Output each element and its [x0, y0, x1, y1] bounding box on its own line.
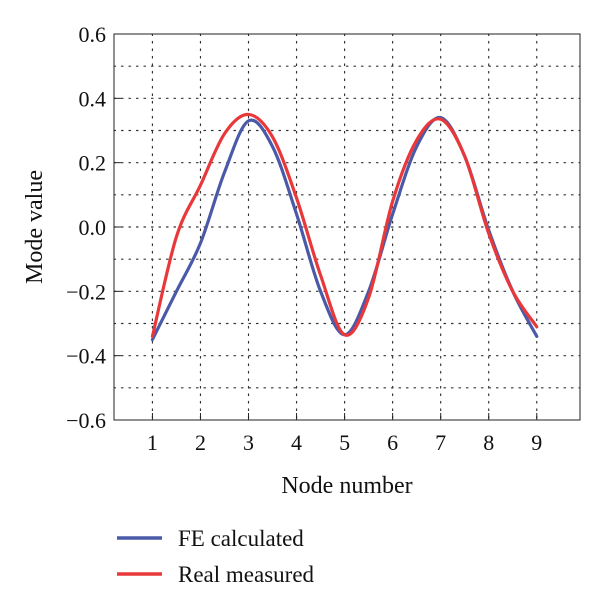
- y-tick-label: −0.6: [66, 408, 106, 433]
- y-tick-label: 0.6: [79, 22, 107, 47]
- x-tick-label: 8: [483, 430, 494, 455]
- legend-label-fe-calculated: FE calculated: [178, 526, 304, 551]
- x-tick-label: 9: [531, 430, 542, 455]
- tick-labels: 1 2 3 4 5 6 7 8 9 −0.6 −0.4 −0.2 0.0 0.2 0.4 0.6: [66, 22, 542, 455]
- x-tick-label: 5: [339, 430, 350, 455]
- series-line-real-measured: [150, 112, 539, 338]
- grid-lines: [113, 33, 581, 421]
- y-tick-label: −0.4: [66, 344, 106, 369]
- legend-label-real-measured: Real measured: [178, 562, 315, 587]
- legend: FE calculated Real measured: [117, 526, 315, 587]
- y-tick-label: −0.2: [66, 279, 106, 304]
- y-tick-label: 0.2: [79, 151, 107, 176]
- y-axis-label: Mode value: [22, 170, 48, 284]
- x-tick-label: 3: [243, 430, 254, 455]
- x-tick-label: 2: [195, 430, 206, 455]
- x-tick-label: 4: [291, 430, 302, 455]
- y-tick-label: 0.0: [79, 215, 107, 240]
- series-lines: [150, 112, 539, 342]
- x-axis-label: Node number: [281, 473, 412, 499]
- x-tick-label: 6: [387, 430, 398, 455]
- axis-ticks: [114, 33, 538, 421]
- y-tick-label: 0.4: [79, 86, 107, 111]
- x-tick-label: 1: [147, 430, 158, 455]
- x-tick-label: 7: [435, 430, 446, 455]
